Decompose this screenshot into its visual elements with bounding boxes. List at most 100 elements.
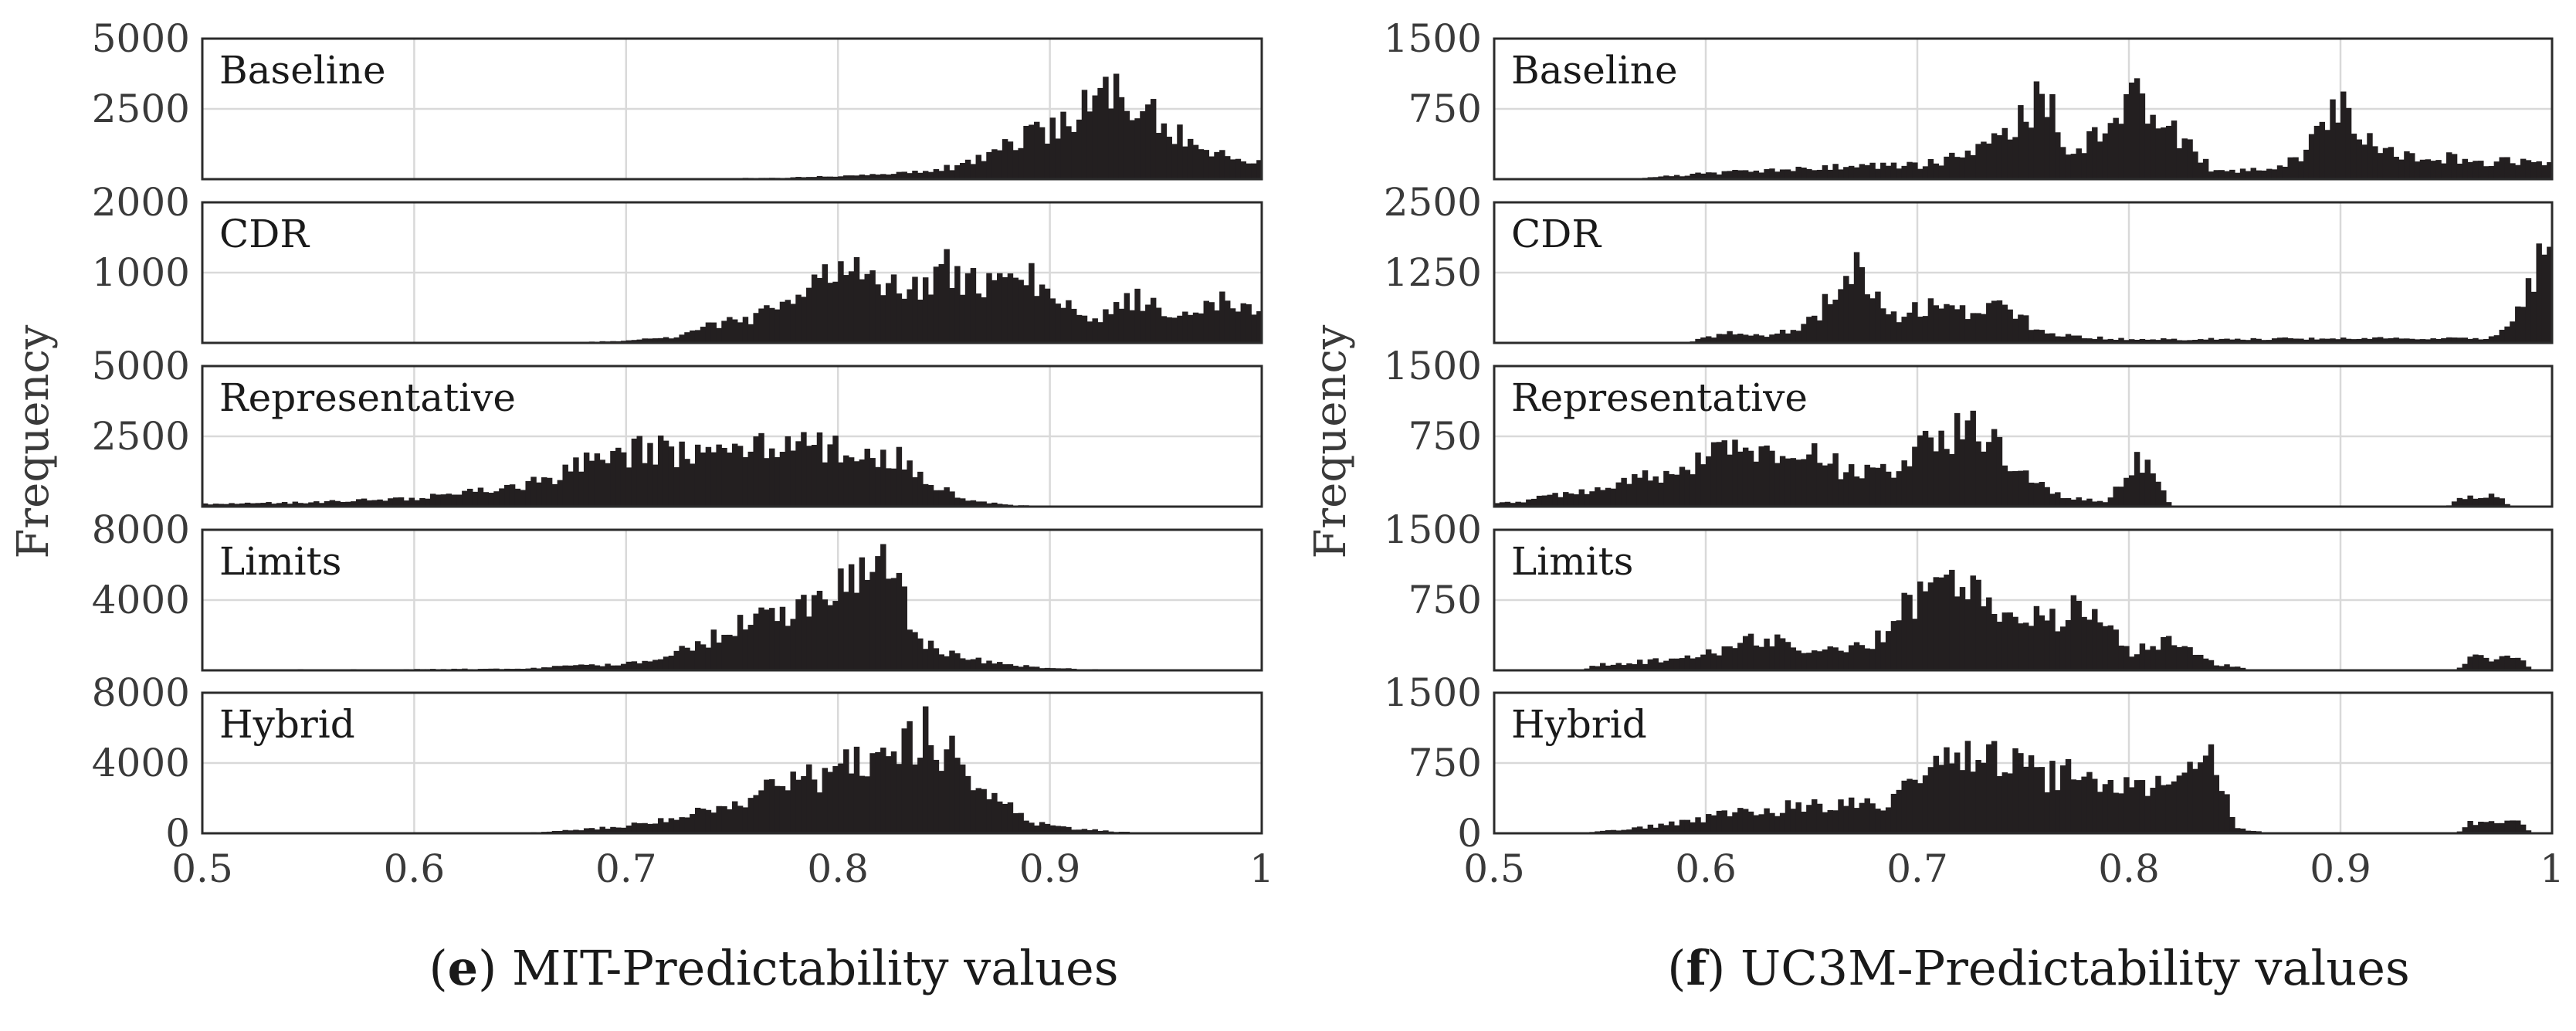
histogram-bar [1853, 476, 1860, 507]
histogram-bar [1732, 648, 1738, 670]
histogram-bar [1055, 138, 1061, 179]
histogram-bar [1742, 447, 1749, 507]
histogram-bar [2107, 123, 2114, 179]
histogram-bar [314, 501, 320, 507]
histogram-bar [2187, 139, 2193, 179]
histogram-bar [605, 829, 611, 833]
histogram-bar [1816, 320, 1823, 343]
histogram-bar [2065, 154, 2072, 179]
histogram-bar [690, 650, 696, 670]
histogram-bar [1140, 310, 1146, 343]
histogram-bar [774, 621, 781, 670]
histogram-bar [727, 809, 733, 833]
histogram-bar [1600, 663, 1606, 670]
histogram-bar [1975, 144, 1981, 179]
histogram-bar [2124, 93, 2130, 179]
histogram-bar [1219, 150, 1225, 179]
histogram-bar [970, 500, 977, 507]
histogram-bar [2187, 647, 2193, 670]
histogram-bar [2039, 615, 2045, 670]
histogram-bar [2202, 658, 2209, 670]
histogram-bar [907, 629, 913, 670]
histogram-bar [737, 805, 744, 833]
histogram-bar [832, 281, 839, 343]
histogram-bar [2313, 125, 2320, 179]
histogram-bar [2235, 172, 2241, 179]
histogram-bar [721, 447, 727, 507]
histogram-bar [2398, 338, 2405, 343]
histogram-bar [907, 460, 913, 507]
histogram-bar [636, 436, 642, 507]
histogram-bar [2176, 340, 2183, 343]
histogram-bar [997, 662, 1003, 670]
histogram-bar [2324, 338, 2330, 343]
histogram-bar [255, 503, 262, 507]
histogram-bar [1769, 334, 1775, 343]
histogram-bar [2033, 81, 2040, 179]
histogram-bar [2096, 622, 2103, 670]
histogram-bar [811, 274, 818, 343]
histogram-bar [1092, 318, 1098, 343]
histogram-bar [1081, 90, 1088, 179]
histogram-bar [1029, 666, 1035, 670]
histogram-bar [2388, 147, 2395, 179]
y-tick-label: 8000 [92, 507, 190, 552]
histogram-bar [2287, 157, 2293, 179]
histogram-bar [1663, 660, 1669, 670]
histogram-bar [2361, 337, 2368, 343]
histogram-bar [493, 491, 500, 507]
histogram-bar [2441, 163, 2447, 179]
histogram-bar [1859, 164, 1866, 179]
histogram-bar [1541, 495, 1548, 507]
histogram-bar [869, 571, 876, 670]
x-tick-label: 0.9 [2310, 846, 2371, 891]
histogram-bar [890, 578, 897, 670]
histogram-bar [435, 494, 442, 507]
histogram-bar [822, 768, 829, 833]
histogram-bar [2065, 619, 2072, 670]
histogram-bar [657, 818, 664, 833]
histogram-bar [922, 171, 929, 179]
histogram-bar [2425, 339, 2432, 343]
histogram-bar [1547, 494, 1553, 507]
histogram-bar [212, 504, 219, 507]
histogram-bar [1822, 649, 1829, 670]
histogram-bar [2150, 788, 2156, 833]
histogram-bar [557, 830, 564, 833]
histogram-bar [1007, 802, 1014, 833]
histogram-bar [594, 829, 601, 833]
histogram-bar [2070, 595, 2077, 670]
histogram-bar [2266, 168, 2273, 179]
histogram-bar [832, 176, 839, 179]
histogram-bar [2462, 827, 2468, 833]
histogram-bar [1203, 300, 1209, 343]
histogram-bar [1917, 581, 1924, 670]
histogram-bar [679, 646, 685, 670]
histogram-bar [1626, 483, 1632, 507]
histogram-bar [1869, 803, 1876, 833]
histogram-bar [737, 322, 744, 343]
histogram-bar [525, 480, 531, 507]
histogram-bar [2118, 793, 2124, 833]
histogram-bar [806, 764, 812, 833]
histogram-bar [1584, 493, 1590, 507]
histogram-bar [1049, 825, 1056, 833]
histogram-bar [2044, 487, 2050, 507]
histogram-bar [2208, 744, 2215, 833]
histogram-bar [2023, 121, 2029, 179]
histogram-bar [2150, 473, 2156, 507]
histogram-bar [1838, 479, 1844, 507]
histogram-bar [2478, 655, 2484, 670]
histogram-bar [1113, 302, 1120, 343]
histogram-bar [2065, 497, 2072, 507]
histogram-bar [1108, 108, 1114, 179]
histogram-bar [2086, 772, 2093, 833]
histogram-bar [1055, 304, 1061, 343]
histogram-bar [1933, 163, 1939, 179]
histogram-bar [2335, 339, 2341, 343]
histogram-bar [2118, 645, 2124, 670]
histogram-bar [1039, 822, 1046, 833]
histogram-bar [1224, 300, 1231, 343]
histogram-bar [2467, 821, 2473, 833]
histogram-bar [801, 595, 807, 670]
